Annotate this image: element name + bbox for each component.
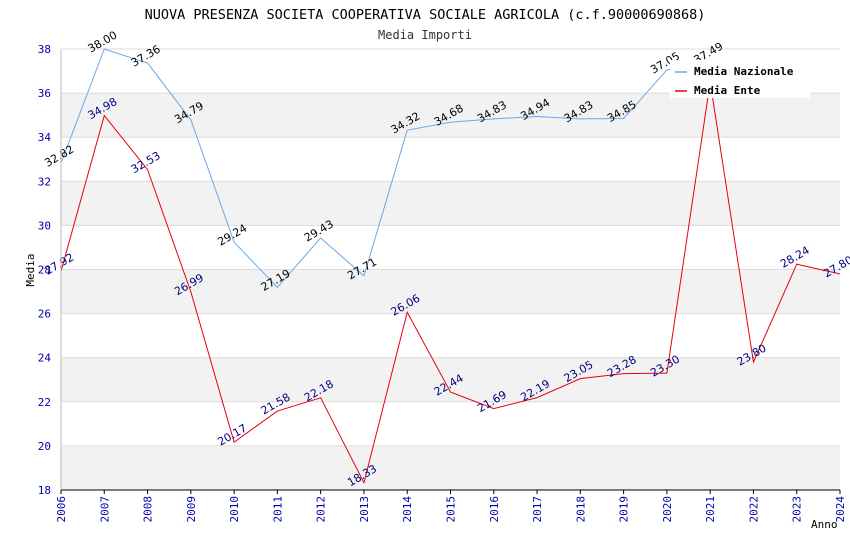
x-tick-label: 2010 (228, 496, 241, 523)
y-tick-label: 20 (38, 440, 51, 453)
y-tick-label: 30 (38, 219, 51, 232)
series-line-media-nazionale (60, 48, 711, 289)
x-tick-label: 2007 (98, 496, 111, 523)
legend-label-ente: Media Ente (694, 84, 761, 97)
plot-band (61, 181, 840, 226)
x-tick-label: 2023 (791, 496, 804, 523)
x-tick-label: 2014 (401, 496, 414, 523)
axes (60, 49, 841, 494)
x-tick-label: 2015 (445, 496, 458, 523)
x-tick-label: 2011 (271, 496, 284, 523)
x-tick-label: 2006 (55, 496, 68, 523)
y-tick-label: 26 (38, 308, 51, 321)
y-tick-label: 22 (38, 396, 51, 409)
plot-background-bands (61, 93, 840, 490)
x-tick-label: 2020 (661, 496, 674, 523)
y-tick-label: 38 (38, 43, 51, 56)
plot-band (61, 357, 840, 402)
x-tick-label: 2009 (185, 496, 198, 523)
gridlines (61, 48, 840, 491)
chart-subtitle: Media Importi (378, 28, 472, 42)
x-tick-label: 2017 (531, 496, 544, 523)
x-tick-label: 2018 (574, 496, 587, 523)
y-tick-label: 18 (38, 484, 51, 497)
y-tick-label: 32 (38, 175, 51, 188)
x-tick-label: 2019 (618, 496, 631, 523)
plot-band (61, 93, 840, 138)
x-tick-label: 2012 (315, 496, 328, 523)
x-tick-label: 2008 (142, 496, 155, 523)
x-tick-label: 2021 (704, 496, 717, 523)
y-tick-label: 34 (38, 131, 52, 144)
x-tick-label: 2016 (488, 496, 501, 523)
legend-box (670, 60, 810, 98)
y-tick-label: 36 (38, 87, 51, 100)
x-tick-label: 2022 (747, 496, 760, 523)
data-label: 20.17 (215, 422, 249, 449)
legend-label-nazionale: Media Nazionale (694, 65, 794, 78)
legend: Media Nazionale Media Ente (670, 60, 810, 98)
data-label: 38.00 (86, 28, 120, 55)
data-label: 32.82 (42, 143, 76, 170)
x-axis-label: Anno (811, 518, 838, 531)
y-axis-label: Media (24, 253, 37, 286)
x-tick-label: 2013 (358, 496, 371, 523)
plot-band (61, 445, 840, 490)
data-label: 37.36 (129, 43, 163, 70)
x-tick-label: 2024 (834, 496, 847, 523)
y-tick-label: 24 (38, 352, 52, 365)
chart-title: NUOVA PRESENZA SOCIETA COOPERATIVA SOCIA… (145, 7, 706, 23)
y-tick-label: 28 (38, 264, 51, 277)
